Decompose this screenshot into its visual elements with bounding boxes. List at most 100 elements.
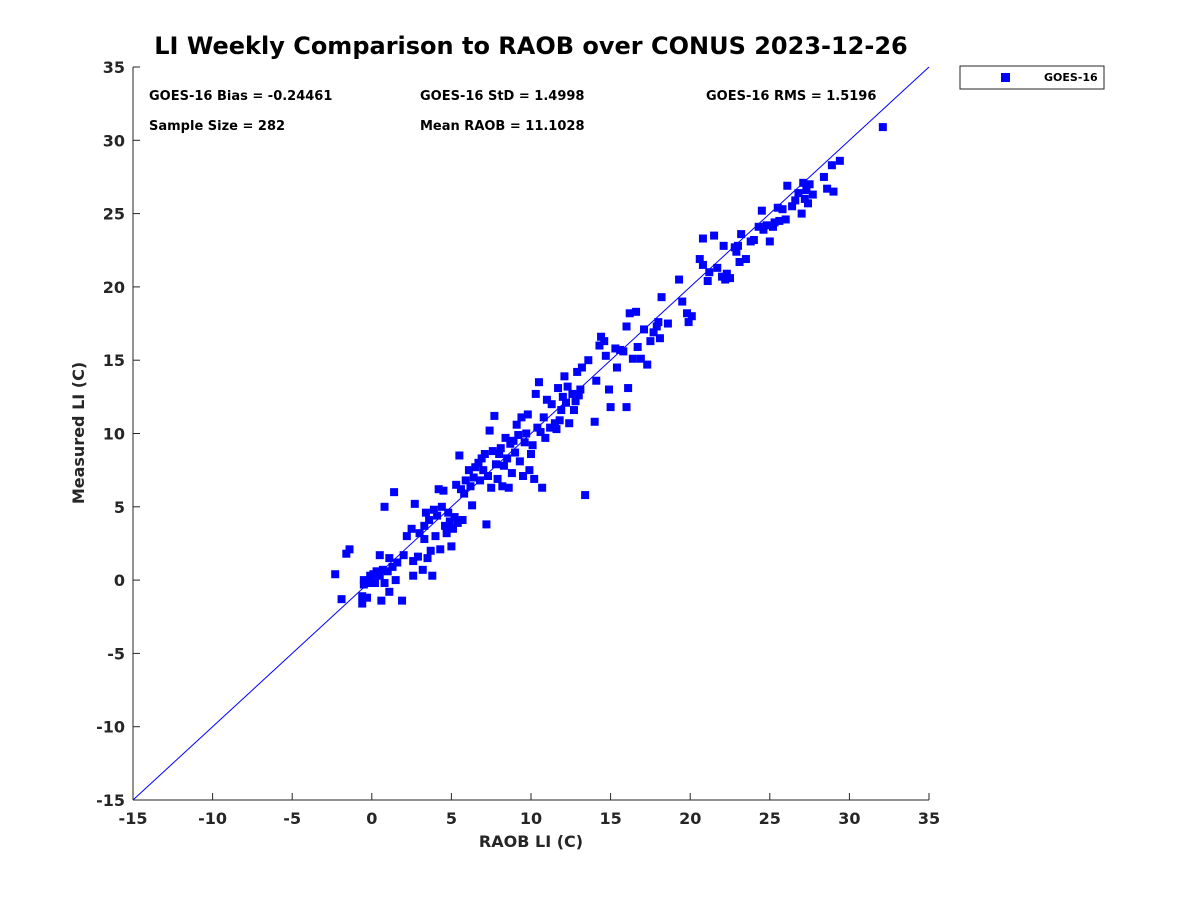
- data-point: [655, 334, 664, 343]
- stat-bias: GOES-16 Bias = -0.24461: [149, 89, 332, 104]
- data-points-group: [331, 123, 887, 608]
- data-point: [643, 360, 652, 369]
- data-point: [552, 425, 561, 434]
- data-point: [547, 400, 556, 409]
- data-point: [487, 483, 496, 492]
- data-point: [695, 255, 704, 264]
- data-point: [375, 571, 384, 580]
- data-point: [675, 275, 684, 284]
- data-point: [447, 542, 456, 551]
- chart-title: LI Weekly Comparison to RAOB over CONUS …: [154, 32, 907, 60]
- data-point: [461, 476, 470, 485]
- data-point: [527, 450, 535, 459]
- data-point: [584, 356, 593, 365]
- legend: GOES-16: [959, 65, 1105, 90]
- data-point: [437, 502, 446, 511]
- data-point: [605, 385, 614, 394]
- data-point: [534, 378, 543, 387]
- data-point: [359, 576, 368, 585]
- data-point: [511, 448, 520, 457]
- data-point: [654, 318, 663, 327]
- data-point: [710, 231, 719, 240]
- data-point: [433, 511, 442, 520]
- legend-marker: [1001, 73, 1010, 82]
- data-point: [439, 486, 448, 495]
- data-point: [558, 392, 567, 401]
- data-point: [628, 354, 637, 363]
- data-point: [476, 476, 485, 485]
- data-point: [574, 391, 583, 400]
- data-point: [663, 319, 672, 328]
- data-point: [469, 473, 478, 482]
- data-point: [649, 328, 658, 337]
- data-point: [749, 235, 758, 244]
- data-point: [428, 571, 437, 580]
- data-point: [657, 293, 666, 302]
- data-point: [581, 491, 590, 500]
- stat-mean-raob: Mean RAOB = 11.1028: [420, 119, 585, 134]
- data-point: [569, 406, 578, 415]
- data-point: [496, 444, 505, 453]
- x-tick-label: -10: [198, 809, 227, 828]
- data-point: [633, 343, 642, 352]
- data-point: [458, 515, 467, 524]
- data-point: [445, 517, 454, 526]
- data-point: [444, 508, 453, 517]
- data-point: [684, 318, 693, 327]
- data-point: [732, 247, 741, 256]
- data-point: [565, 419, 574, 428]
- data-point: [794, 189, 803, 198]
- data-point: [375, 551, 384, 560]
- reference-line-group: [132, 66, 930, 801]
- legend-entry-goes-16: GOES-16: [1044, 71, 1098, 84]
- data-point: [407, 524, 416, 533]
- data-point: [385, 554, 394, 563]
- data-point: [499, 461, 508, 470]
- y-tick-label: 35: [103, 58, 125, 77]
- y-tick-label: 25: [103, 205, 125, 224]
- data-point: [592, 376, 601, 385]
- y-tick-label: 5: [114, 498, 125, 517]
- data-point: [517, 413, 526, 422]
- data-point: [452, 480, 461, 489]
- data-point: [722, 269, 731, 278]
- data-point: [429, 505, 438, 514]
- data-point: [442, 529, 451, 538]
- data-point: [423, 554, 432, 563]
- data-point: [456, 485, 465, 494]
- data-point: [388, 562, 397, 571]
- data-point: [595, 341, 604, 350]
- data-point: [683, 309, 692, 318]
- data-point: [474, 458, 483, 467]
- x-tick-label: 5: [446, 809, 457, 828]
- data-point: [410, 499, 419, 508]
- data-point: [606, 403, 615, 412]
- data-point: [434, 485, 443, 494]
- one-to-one-line: [132, 66, 930, 801]
- data-point: [600, 337, 609, 346]
- data-point: [568, 389, 577, 398]
- data-point: [509, 436, 518, 445]
- data-point: [409, 557, 418, 566]
- data-point: [453, 518, 462, 527]
- data-point: [512, 420, 521, 429]
- data-point: [415, 529, 424, 538]
- data-point: [370, 579, 379, 588]
- data-point: [484, 472, 493, 481]
- data-point: [491, 460, 500, 469]
- x-tick-label: 10: [520, 809, 542, 828]
- x-tick-label: 20: [679, 809, 701, 828]
- x-tick-label: 30: [838, 809, 860, 828]
- data-point: [542, 395, 551, 404]
- x-tick-label: -5: [283, 809, 301, 828]
- data-point: [541, 433, 550, 442]
- data-point: [719, 241, 728, 250]
- x-tick-label: 25: [759, 809, 781, 828]
- x-ticks-group: -15 -10 -5 0 5 10 15 20 25 30 35: [119, 793, 940, 828]
- data-point: [735, 257, 744, 266]
- data-point: [557, 406, 566, 415]
- data-point: [420, 521, 429, 530]
- data-point: [393, 558, 402, 567]
- data-point: [611, 344, 620, 353]
